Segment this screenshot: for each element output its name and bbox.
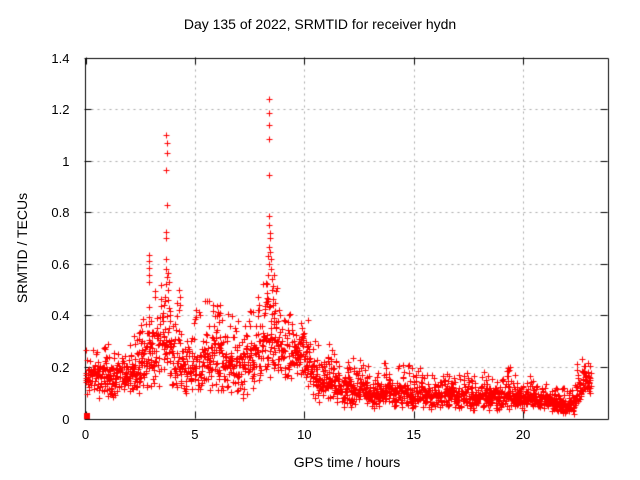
y-tick-label: 0 [62, 411, 70, 427]
x-tick-label: 15 [406, 426, 421, 442]
x-tick-label: 5 [191, 426, 199, 442]
x-tick-label: 10 [297, 426, 312, 442]
x-axis-title: GPS time / hours [293, 454, 401, 470]
y-tick-label: 0.8 [51, 205, 70, 221]
x-tick-label: 20 [515, 426, 531, 442]
chart-title: Day 135 of 2022, SRMTID for receiver hyd… [183, 16, 457, 32]
y-tick-label: 1.2 [51, 102, 70, 118]
y-tick-label: 0.4 [51, 308, 70, 324]
y-tick-label: 0.2 [51, 359, 70, 375]
y-tick-label: 1 [62, 153, 70, 169]
y-tick-label: 0.6 [51, 256, 70, 272]
y-tick-label: 1.4 [51, 50, 70, 66]
x-tick-label: 0 [81, 426, 90, 442]
